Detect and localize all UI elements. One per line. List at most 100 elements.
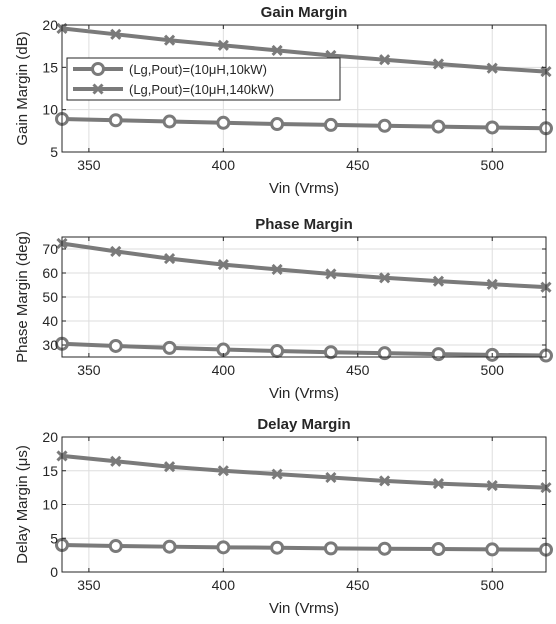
x-tick-label: 500 <box>481 577 505 593</box>
y-tick-label: 10 <box>42 497 58 513</box>
data-point-cross <box>325 268 337 280</box>
x-tick-label: 400 <box>212 362 236 378</box>
y-axis-label: Delay Margin (μs) <box>14 445 31 564</box>
y-tick-label: 70 <box>42 241 58 257</box>
chart-panel-phase-margin: 350 400 450 500 30 40 50 60 70 Phase Margin Vin (V… <box>14 216 553 402</box>
y-tick-label: 20 <box>42 17 58 33</box>
chart-title: Delay Margin <box>257 416 350 433</box>
data-point-cross <box>379 475 391 487</box>
data-point-circle <box>431 542 446 557</box>
x-tick-label: 450 <box>346 577 370 593</box>
data-point-circle <box>216 115 231 130</box>
data-point-circle <box>485 120 500 135</box>
x-tick-label: 450 <box>346 362 370 378</box>
data-point-cross <box>217 39 229 51</box>
data-point-cross <box>325 471 337 484</box>
x-tick-label: 500 <box>481 157 505 173</box>
data-point-cross <box>486 480 498 492</box>
series-line <box>61 26 547 74</box>
data-point-cross <box>379 54 391 66</box>
chart-title: Gain Margin <box>261 4 348 21</box>
y-tick-label: 40 <box>42 313 58 329</box>
series-cross-line <box>56 450 552 494</box>
data-point-cross <box>432 275 445 287</box>
data-point-circle <box>162 340 177 355</box>
series-cross-line <box>56 237 552 293</box>
series-line <box>61 453 547 490</box>
data-point-cross <box>486 278 498 290</box>
data-point-circle <box>108 113 123 128</box>
data-point-cross <box>163 34 176 46</box>
legend: (Lg,Pout)=(10μH,10kW) (Lg,Pout)=(10μH,140… <box>66 57 341 101</box>
chart-panel-delay-margin: 350 400 450 500 0 5 10 15 20 Delay Margin Vin (Vrm… <box>14 416 553 617</box>
data-point-cross <box>217 259 229 271</box>
chart-title: Phase Margin <box>255 216 353 233</box>
x-tick-label: 500 <box>481 362 505 378</box>
legend-box <box>66 57 341 101</box>
data-point-cross <box>110 28 122 40</box>
legend-marker-circle <box>91 62 105 76</box>
data-point-circle <box>270 117 285 132</box>
x-axis-label: Vin (Vrms) <box>269 600 339 617</box>
data-point-circle <box>431 347 446 362</box>
legend-marker-cross <box>92 83 104 95</box>
data-point-cross <box>271 468 283 480</box>
data-point-circle <box>323 541 338 556</box>
series-circle-line <box>55 111 553 136</box>
series-line <box>61 341 547 358</box>
data-point-circle <box>323 345 338 360</box>
chart-panel-gain-margin: 350 400 450 500 5 10 15 20 Gain Margin Vin (Vrms)… <box>14 4 553 197</box>
y-tick-label: 30 <box>42 337 58 353</box>
series-line <box>61 543 547 552</box>
y-tick-label: 20 <box>42 429 58 445</box>
data-point-circle <box>485 542 500 557</box>
y-tick-label: 15 <box>42 59 58 75</box>
data-point-circle <box>216 540 231 555</box>
x-axis-label: Vin (Vrms) <box>269 180 339 197</box>
legend-label: (Lg,Pout)=(10μH,140kW) <box>129 82 274 97</box>
data-point-cross <box>432 58 445 70</box>
x-tick-label: 400 <box>212 577 236 593</box>
x-axis-label: Vin (Vrms) <box>269 385 339 402</box>
x-tick-label: 450 <box>346 157 370 173</box>
y-axis-label: Phase Margin (deg) <box>14 231 31 363</box>
series-circle-line <box>55 336 553 363</box>
data-point-circle <box>377 541 392 556</box>
data-point-cross <box>432 478 445 490</box>
data-point-cross <box>110 455 122 467</box>
y-tick-label: 0 <box>50 564 58 580</box>
y-axis-label: Gain Margin (dB) <box>14 31 31 145</box>
data-point-circle <box>377 118 392 133</box>
data-point-cross <box>163 461 176 473</box>
data-point-circle <box>270 540 285 555</box>
legend-label: (Lg,Pout)=(10μH,10kW) <box>129 62 267 77</box>
data-point-circle <box>377 346 392 361</box>
data-point-cross <box>379 272 391 284</box>
data-point-cross <box>217 465 229 477</box>
data-point-cross <box>271 44 283 56</box>
x-tick-label: 350 <box>77 157 101 173</box>
x-tick-label: 400 <box>212 157 236 173</box>
y-tick-label: 60 <box>42 265 58 281</box>
data-point-circle <box>108 539 123 554</box>
data-point-circle <box>108 338 123 353</box>
y-tick-label: 15 <box>42 463 58 479</box>
y-tick-label: 5 <box>50 144 58 160</box>
y-tick-label: 5 <box>50 530 58 546</box>
data-point-cross <box>110 245 122 257</box>
data-point-circle <box>162 114 177 129</box>
x-tick-label: 350 <box>77 577 101 593</box>
y-tick-label: 50 <box>42 289 58 305</box>
data-point-cross <box>271 263 283 275</box>
data-point-circle <box>162 539 177 554</box>
axes-box <box>61 24 547 153</box>
data-point-circle <box>270 344 285 358</box>
x-tick-label: 350 <box>77 362 101 378</box>
y-tick-label: 10 <box>42 102 58 118</box>
data-point-circle <box>323 117 338 132</box>
data-point-circle <box>431 119 446 134</box>
series-line <box>61 241 547 290</box>
data-point-cross <box>163 253 176 265</box>
data-point-cross <box>486 62 498 74</box>
